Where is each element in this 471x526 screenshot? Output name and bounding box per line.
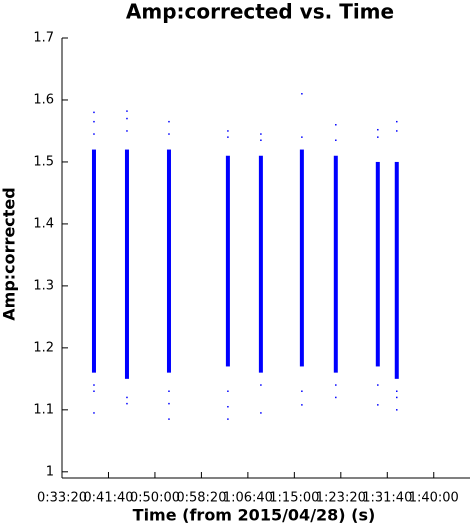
y-tick-label: 1 [46,464,54,479]
point-band [299,149,304,367]
point-band [225,155,230,367]
x-tick-label: 1:40:00 [409,491,459,506]
x-tick-label: 1:23:20 [316,491,366,506]
y-tick-label: 1.2 [33,340,54,355]
point [168,120,170,123]
point [301,404,303,406]
point [377,128,379,131]
point [168,402,170,405]
point [93,412,95,414]
chart-title: Amp:corrected vs. Time [126,0,394,24]
point [126,110,128,112]
point [301,136,303,138]
point [335,139,337,142]
x-tick-label: 0:50:00 [130,491,180,506]
point [93,120,95,123]
point [396,409,398,411]
point [168,418,170,420]
point [260,412,262,414]
point [396,130,398,132]
point [126,396,128,399]
point-band [91,149,96,373]
x-tick-label: 0:33:20 [37,491,87,506]
point [260,139,262,142]
point [301,93,303,95]
x-tick-label: 1:31:40 [362,491,412,506]
y-tick-label: 1.7 [33,31,54,46]
point [168,390,170,392]
point [301,390,303,392]
point [377,404,379,406]
point [260,384,262,386]
x-tick-label: 1:15:00 [269,491,319,506]
point [227,418,229,420]
point [396,120,398,123]
point [396,390,398,392]
point [93,384,95,386]
point [335,396,337,399]
point [260,133,262,135]
point [377,384,379,386]
point-band [124,149,129,379]
x-axis-label: Time (from 2015/04/28) (s) [133,506,376,525]
x-tick-label: 1:06:40 [223,491,273,506]
point [377,136,379,138]
point [335,124,337,126]
point [227,130,229,132]
point [93,111,95,114]
point [126,130,128,132]
point [168,133,170,135]
point [126,402,128,405]
y-tick-label: 1.1 [33,402,54,417]
point [93,390,95,392]
point [126,117,128,120]
y-tick-label: 1.5 [33,154,54,169]
point [227,390,229,392]
point [335,384,337,386]
point [227,405,229,408]
x-tick-label: 0:41:40 [83,491,133,506]
point [227,136,229,138]
point-band [258,155,263,373]
point-band [333,155,338,373]
y-tick-label: 1.6 [33,92,54,107]
y-tick-label: 1.3 [33,278,54,293]
y-axis-label: Amp:corrected [0,187,19,320]
x-tick-label: 0:58:20 [176,491,226,506]
point-band [375,161,380,367]
point [396,396,398,399]
point-band [166,149,171,373]
point-band [394,161,399,379]
y-tick-label: 1.4 [33,216,54,231]
point [93,133,95,135]
